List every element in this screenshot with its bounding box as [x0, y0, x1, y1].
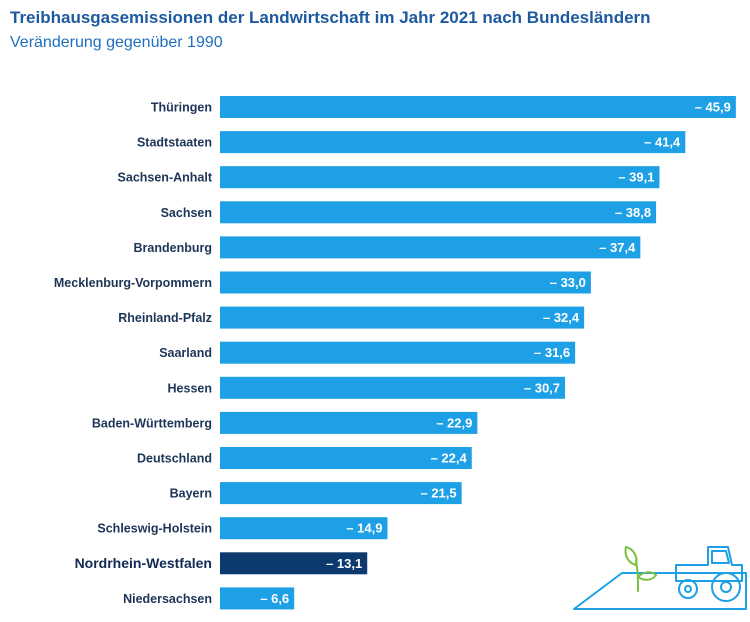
farm-illustration [573, 545, 747, 610]
bar-11 [220, 482, 462, 505]
value-label-11: – 21,5 [420, 486, 456, 501]
bar-6 [220, 306, 585, 329]
category-label-7: Saarland [159, 346, 212, 360]
value-label-2: – 39,1 [618, 170, 654, 185]
category-label-8: Hessen [168, 381, 212, 395]
value-label-5: – 33,0 [550, 275, 586, 290]
bar-5 [220, 271, 591, 294]
bar-1 [220, 131, 686, 154]
category-label-3: Sachsen [161, 206, 212, 220]
bar-8 [220, 376, 566, 399]
value-label-12: – 14,9 [346, 521, 382, 536]
category-label-0: Thüringen [151, 101, 212, 115]
category-label-10: Deutschland [137, 452, 212, 466]
bar-10 [220, 447, 472, 469]
bar-9 [220, 411, 478, 434]
category-label-9: Baden-Württemberg [92, 416, 212, 430]
value-label-13: – 13,1 [326, 556, 362, 571]
category-label-4: Brandenburg [134, 241, 212, 255]
category-label-13: Nordrhein-Westfalen [75, 555, 212, 571]
tractor-icon [675, 546, 743, 602]
value-label-4: – 37,4 [599, 240, 636, 255]
category-label-2: Sachsen-Anhalt [118, 171, 213, 185]
bar-3 [220, 201, 657, 224]
category-label-11: Bayern [170, 487, 212, 501]
value-label-10: – 22,4 [431, 451, 468, 466]
category-label-14: Niedersachsen [123, 592, 212, 606]
field-outline [573, 572, 747, 610]
bar-2 [220, 166, 660, 189]
chart-subtitle: Veränderung gegenüber 1990 [10, 34, 223, 51]
bar-12 [220, 517, 388, 540]
value-label-8: – 30,7 [524, 380, 560, 395]
value-label-1: – 41,4 [644, 135, 681, 150]
seedling-icon [624, 545, 658, 592]
value-label-0: – 45,9 [695, 100, 731, 115]
category-label-6: Rheinland-Pfalz [118, 311, 212, 325]
chart-title: Treibhausgasemissionen der Landwirtschaf… [10, 8, 651, 27]
bar-14 [220, 587, 295, 610]
bar-7 [220, 341, 576, 364]
category-label-12: Schleswig-Holstein [97, 522, 212, 536]
value-label-3: – 38,8 [615, 205, 651, 220]
value-label-14: – 6,6 [260, 591, 289, 606]
category-label-1: Stadtstaaten [137, 136, 212, 150]
bar-13 [220, 552, 368, 575]
value-label-9: – 22,9 [436, 415, 472, 430]
bar-0 [220, 96, 736, 118]
value-label-6: – 32,4 [543, 310, 580, 325]
value-label-7: – 31,6 [534, 345, 570, 360]
bar-4 [220, 236, 641, 259]
category-label-5: Mecklenburg-Vorpommern [54, 276, 212, 290]
